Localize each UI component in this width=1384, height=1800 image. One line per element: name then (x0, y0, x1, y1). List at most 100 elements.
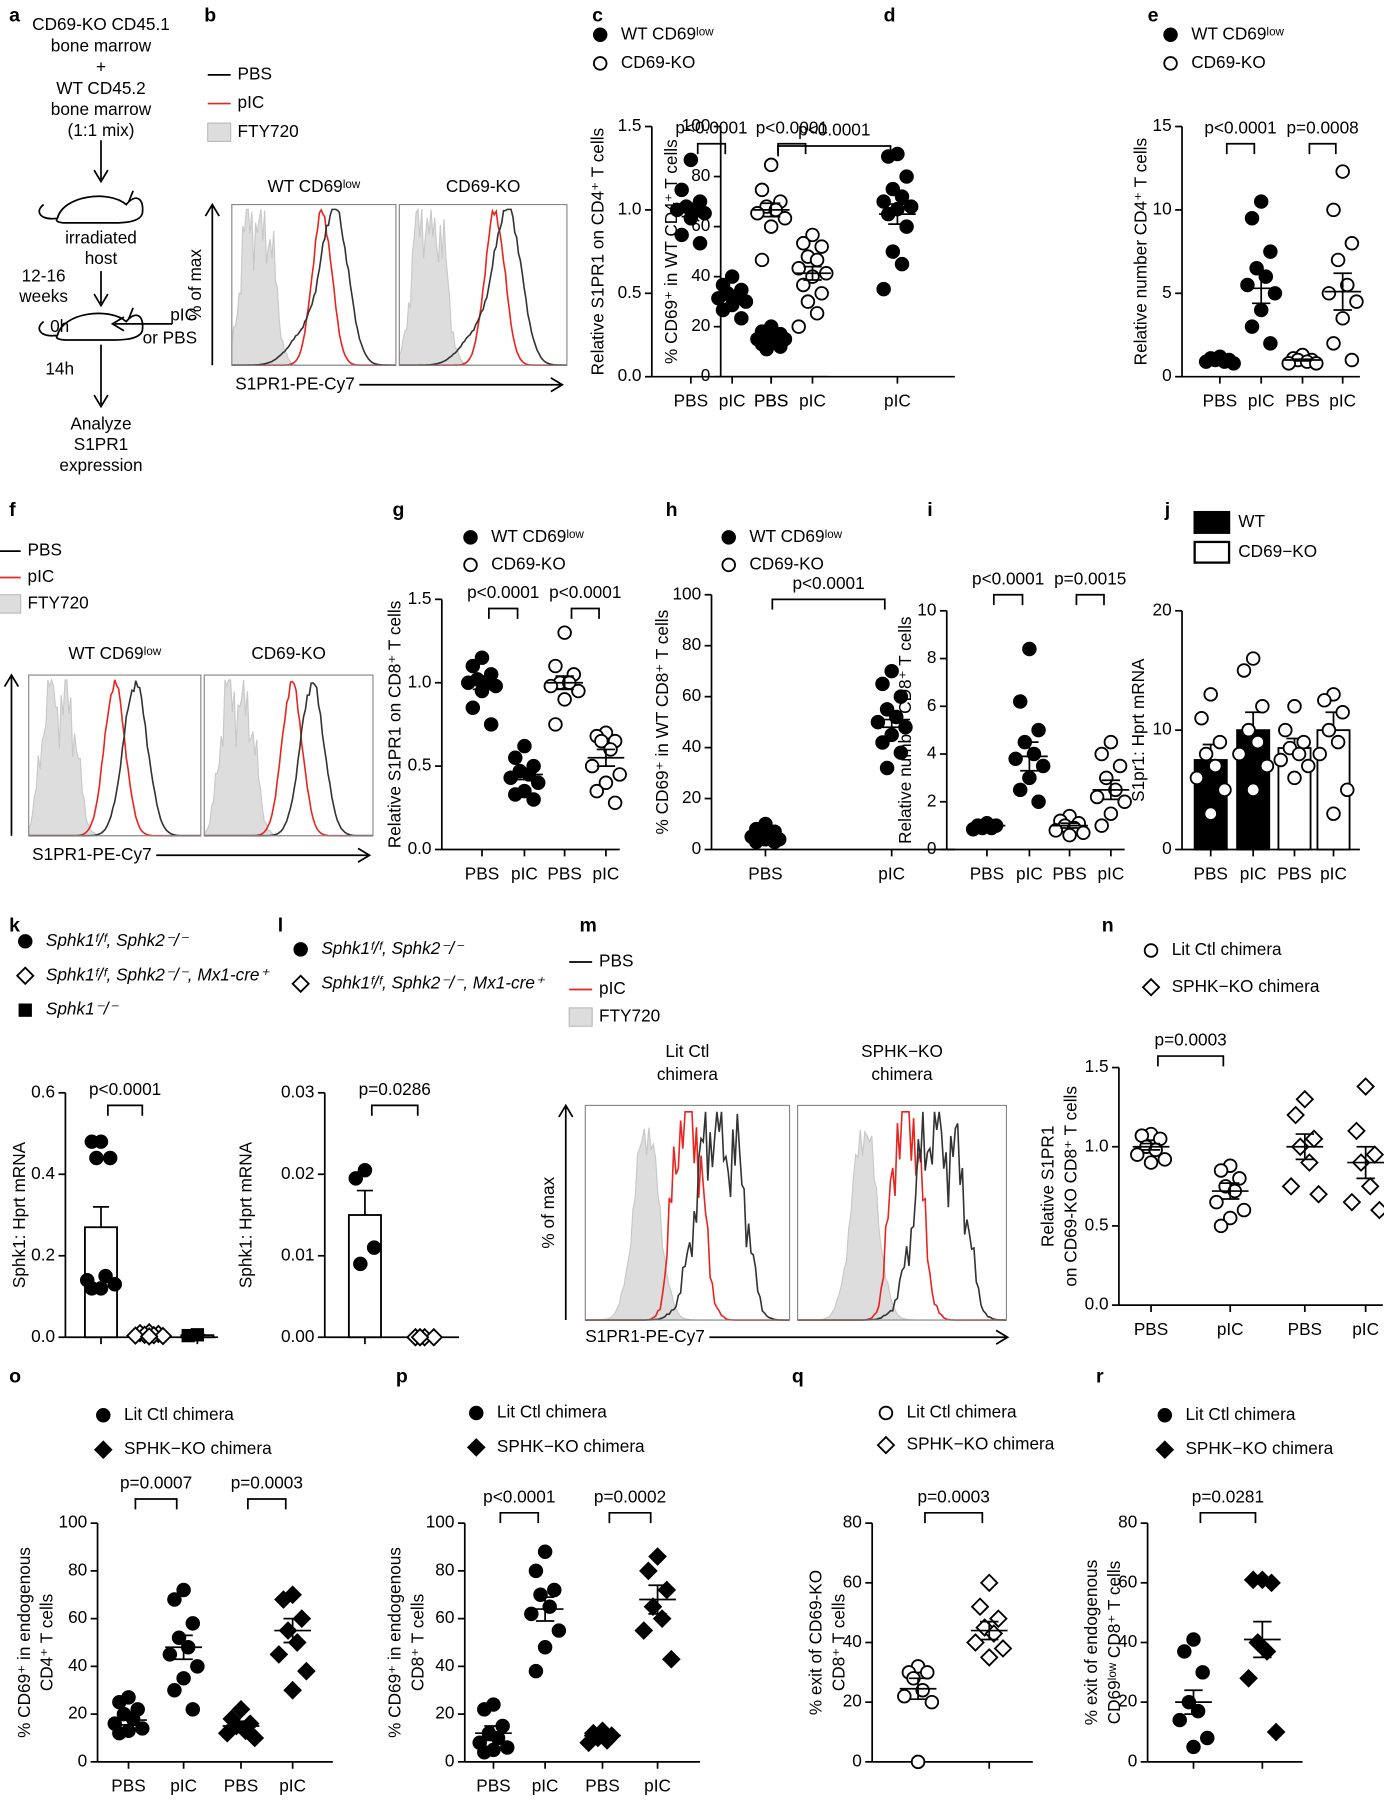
schematic-text: 12-16 (22, 265, 66, 285)
schematic-shapes (38, 140, 173, 409)
data-point (1304, 1129, 1324, 1149)
legend-text: WT (1238, 511, 1265, 531)
y-tick-label: 0.4 (31, 1163, 55, 1183)
data-point (648, 1547, 667, 1566)
axis-label: % of max (538, 1176, 558, 1248)
data-point (1295, 1089, 1315, 1109)
y-axis-label: % CD69⁺ in endogenous (14, 1547, 34, 1738)
panel-letter: i (927, 499, 932, 521)
x-tick-label: pIC (511, 863, 538, 883)
legend-text: Sphk1ᶠ/ᶠ, Sphk2⁻/⁻, Mx1-cre⁺ (321, 972, 546, 992)
y-tick-label: 0.2 (31, 1244, 55, 1264)
data-point (1008, 751, 1023, 767)
p-value: p=0.0003 (1155, 1030, 1227, 1050)
data-point (979, 1573, 999, 1593)
significance-bracket (1308, 142, 1337, 155)
data-point (984, 820, 999, 836)
y-tick-label: 40 (435, 1655, 454, 1675)
y-tick-label: 100 (59, 1512, 88, 1532)
schematic-text: S1PR1 (74, 434, 129, 454)
legend-text: Sphk1⁻/⁻ (46, 999, 120, 1019)
legend-box (0, 594, 22, 614)
error-bar (92, 1206, 110, 1228)
histogram-fill (585, 1127, 790, 1321)
p-value: p<0.0001 (89, 1079, 161, 1099)
legend-marker (592, 56, 608, 71)
data-point (884, 727, 899, 743)
axis-label: S1PR1-PE-Cy7 (32, 844, 152, 864)
legend-marker (15, 966, 35, 986)
legend-marker (1141, 977, 1161, 997)
p-value: p=0.0007 (120, 1473, 192, 1493)
data-point (1195, 1665, 1210, 1680)
y-axis-label: CD69ˡᵒʷ CD8⁺ T cells (1104, 1561, 1124, 1725)
legend-text: SPHK−KO chimera (907, 1434, 1055, 1454)
y-tick-label: 4 (927, 743, 937, 763)
sem-bar (980, 1620, 999, 1641)
sem-bar (472, 675, 492, 691)
data-point (1089, 789, 1105, 805)
panel-letter: f (9, 499, 16, 521)
sem-bar (593, 1732, 612, 1739)
significance-bracket (488, 607, 519, 619)
data-point (800, 294, 816, 309)
y-tick-label: 1.5 (408, 588, 432, 608)
histogram-title: CD69-KO (446, 176, 521, 196)
x-tick-label: PBS (547, 863, 581, 883)
sem-bar (1221, 1182, 1240, 1200)
data-point (809, 306, 825, 321)
data-point (899, 169, 914, 184)
data-point (1208, 758, 1223, 774)
data-point (897, 1688, 912, 1704)
y-axis-label: Relative S1PR1 on CD8⁺ T cells (384, 601, 404, 849)
schematic-text: Analyze (70, 413, 131, 433)
y-tick-label: 0 (78, 1750, 88, 1770)
sem-bar (762, 335, 781, 341)
data-point (885, 244, 901, 259)
data-point (1286, 1105, 1305, 1125)
data-point (809, 252, 825, 268)
y-tick-label: 1.0 (408, 671, 432, 691)
data-point (1035, 758, 1051, 774)
sem-bar (515, 768, 534, 781)
data-point (993, 1639, 1013, 1658)
data-point (1249, 261, 1264, 276)
y-tick-label: 1.5 (618, 115, 642, 135)
data-point (715, 302, 731, 318)
legend-marker (721, 557, 736, 573)
data-point (1232, 746, 1247, 762)
data-point (754, 182, 770, 198)
y-tick-label: 0.5 (618, 282, 642, 302)
data-point (1263, 244, 1278, 259)
data-point (348, 1171, 363, 1186)
histogram-title: chimera (871, 1064, 933, 1084)
x-tick-label: pIC (593, 863, 620, 883)
y-tick-label: 0 (1162, 838, 1172, 858)
y-axis-label: % exit of endogenous (1081, 1560, 1101, 1725)
y-tick-label: 0 (692, 838, 702, 858)
legend-marker (291, 974, 311, 994)
y-tick-label: 0.0 (408, 838, 432, 858)
legend-text: PBS (599, 951, 633, 971)
x-tick-label: pIC (1016, 863, 1043, 883)
y-tick-label: 20 (843, 1691, 862, 1711)
sem-bar (1060, 822, 1079, 829)
data-point (547, 1582, 562, 1598)
sem-bar (756, 834, 775, 840)
p-value: p=0.0008 (1286, 117, 1358, 137)
histogram-frame (797, 1104, 1008, 1321)
data-point (1103, 734, 1119, 750)
y-tick-label: 40 (682, 736, 701, 756)
significance-bracket (1199, 1511, 1257, 1524)
y-tick-label: 5 (1162, 282, 1172, 302)
panel-letter: c (592, 5, 603, 27)
y-tick-label: 20 (682, 787, 701, 807)
significance-bracket (499, 1511, 540, 1524)
legend-text: FTY720 (28, 592, 89, 612)
legend-marker (463, 530, 478, 545)
y-tick-label: 8 (927, 647, 937, 667)
y-tick-label: 80 (1118, 1512, 1137, 1532)
panel-letter: q (792, 1366, 804, 1388)
arrow (93, 140, 109, 184)
data-point (176, 1582, 191, 1598)
